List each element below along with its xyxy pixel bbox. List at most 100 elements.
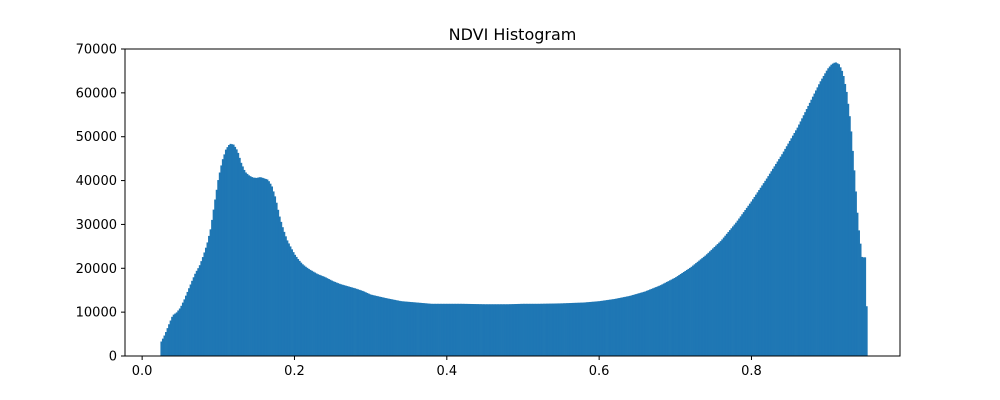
histogram-bar [748, 203, 751, 356]
histogram-bar [627, 296, 630, 356]
histogram-bar [229, 143, 232, 356]
histogram-bar [710, 249, 713, 356]
histogram-bar [682, 271, 685, 356]
histogram-bar [764, 180, 767, 356]
histogram-bar [619, 297, 622, 356]
y-tick-label: 50000 [76, 130, 117, 145]
histogram-bar [765, 178, 768, 356]
histogram-bar [524, 303, 527, 356]
histogram-bar [787, 143, 790, 356]
histogram-bar [315, 273, 318, 356]
histogram-bar [589, 301, 592, 356]
histogram-bar [277, 209, 280, 356]
histogram-bar [165, 332, 167, 356]
histogram-bar [220, 165, 223, 356]
histogram-bar [842, 76, 845, 356]
histogram-bar [278, 216, 281, 356]
histogram-bar [261, 177, 264, 356]
histogram-bar [661, 284, 664, 356]
histogram-bar [767, 176, 770, 356]
histogram-bar [384, 298, 387, 356]
y-tick-label: 30000 [76, 218, 117, 233]
histogram-bar [629, 295, 632, 356]
histogram-bar [546, 303, 549, 356]
histogram-bar [721, 239, 724, 356]
histogram-bar [753, 196, 756, 356]
histogram-bar [705, 254, 708, 356]
histogram-bar [332, 281, 335, 356]
histogram-bar [725, 233, 728, 356]
histogram-bar [423, 303, 426, 356]
histogram-bar [616, 298, 619, 356]
histogram-bar [828, 66, 831, 356]
histogram-bar [281, 227, 284, 356]
histogram-bar [501, 304, 504, 356]
histogram-bar [816, 87, 819, 357]
histogram-bar [612, 299, 615, 356]
y-tick-label: 60000 [76, 86, 117, 101]
histogram-bar [582, 302, 585, 356]
histogram-bar [303, 265, 306, 356]
histogram-bar [712, 248, 714, 356]
histogram-bar [799, 121, 802, 357]
histogram-bar [458, 303, 461, 356]
histogram-bar [673, 277, 676, 356]
y-tick-label: 40000 [76, 174, 117, 189]
histogram-bar [665, 281, 668, 356]
histogram-bar [483, 304, 486, 356]
histogram-bar [433, 303, 436, 356]
histogram-bar [289, 246, 292, 356]
histogram-bar [626, 296, 628, 356]
histogram-bar [861, 256, 864, 356]
histogram-bar [818, 84, 821, 357]
histogram-bar [819, 81, 822, 356]
histogram-bar [317, 274, 320, 356]
histogram-bar [810, 99, 813, 356]
histogram-bar [858, 230, 860, 356]
histogram-bar [415, 302, 418, 356]
histogram-bar [241, 166, 244, 356]
histogram-bar [183, 299, 186, 356]
histogram-bar [543, 303, 545, 356]
histogram-bar [519, 303, 522, 356]
histogram-bar [533, 303, 536, 356]
histogram-bar [287, 243, 290, 356]
histogram-bar [224, 149, 227, 356]
histogram-bar [733, 224, 736, 356]
histogram-bar [330, 280, 333, 356]
histogram-bar [438, 303, 441, 356]
histogram-bar [621, 297, 624, 356]
histogram-bar [848, 116, 851, 356]
histogram-bar [237, 152, 240, 356]
histogram-bar [606, 300, 608, 356]
histogram-bar [513, 304, 516, 356]
histogram-bar [844, 83, 847, 356]
histogram-bar [380, 296, 383, 356]
histogram-bar [161, 338, 164, 356]
histogram-bar [337, 283, 340, 356]
histogram-bar [246, 173, 249, 356]
histogram-bar [813, 93, 816, 356]
histogram-bar [475, 304, 478, 356]
histogram-bar [527, 303, 530, 356]
histogram-bar [374, 295, 376, 356]
histogram-bar [280, 221, 283, 356]
histogram-bar [341, 284, 344, 356]
histogram-bar [538, 303, 541, 356]
histogram-bar [487, 304, 490, 356]
histogram-bar [744, 210, 747, 356]
histogram-bar [831, 63, 834, 356]
histogram-bar [622, 297, 625, 356]
histogram-bar [357, 289, 360, 356]
x-tick-label: 0.8 [741, 364, 762, 379]
histogram-bar [811, 96, 814, 356]
histogram-bar [297, 259, 300, 356]
histogram-bar [544, 303, 547, 356]
histogram-bar [294, 254, 297, 356]
histogram-bar [274, 196, 277, 356]
histogram-bar [655, 287, 658, 356]
histogram-bar [251, 177, 254, 356]
histogram-bar [498, 304, 501, 356]
histogram-bar [169, 320, 172, 356]
